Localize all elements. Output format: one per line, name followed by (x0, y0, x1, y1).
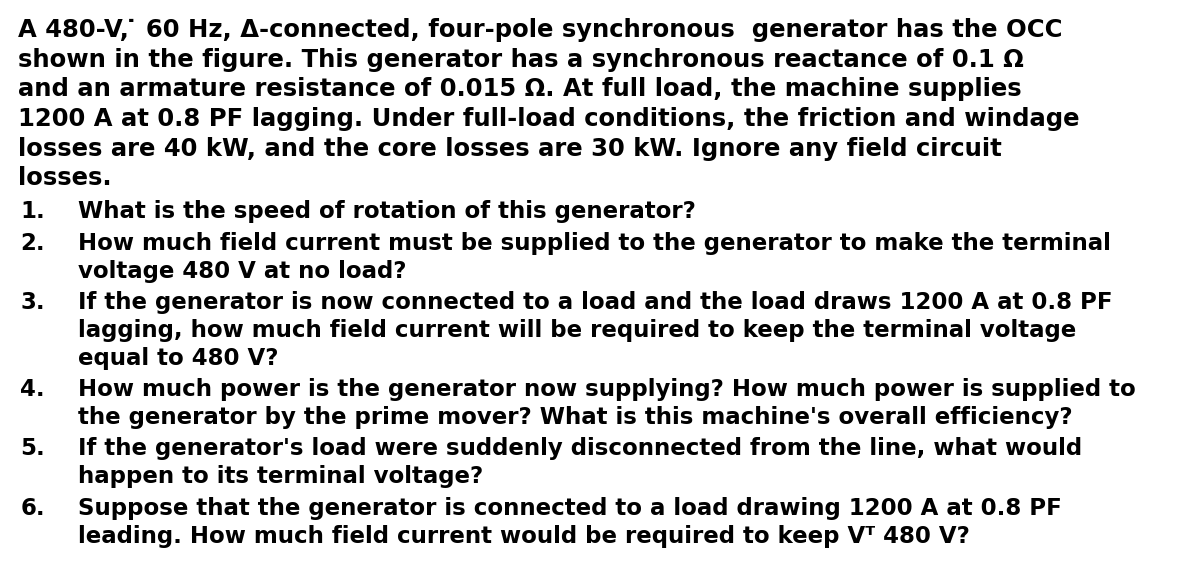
Text: 1200 A at 0.8 PF lagging. Under full-load conditions, the friction and windage: 1200 A at 0.8 PF lagging. Under full-loa… (18, 107, 1080, 131)
Text: 4.: 4. (20, 378, 46, 401)
Text: 1.: 1. (20, 200, 46, 224)
Text: 2.: 2. (20, 232, 46, 255)
Text: Suppose that the generator is connected to a load drawing 1200 A at 0.8 PF: Suppose that the generator is connected … (78, 497, 1062, 519)
Text: shown in the figure. This generator has a synchronous reactance of 0.1 Ω: shown in the figure. This generator has … (18, 48, 1024, 72)
Text: and an armature resistance of 0.015 Ω. At full load, the machine supplies: and an armature resistance of 0.015 Ω. A… (18, 77, 1021, 102)
Text: If the generator's load were suddenly disconnected from the line, what would: If the generator's load were suddenly di… (78, 437, 1082, 460)
Text: lagging, how much field current will be required to keep the terminal voltage: lagging, how much field current will be … (78, 319, 1076, 342)
Text: the generator by the prime mover? What is this machine's overall efficiency?: the generator by the prime mover? What i… (78, 406, 1073, 429)
Text: 5.: 5. (20, 437, 46, 460)
Text: losses are 40 kW, and the core losses are 30 kW. Ignore any field circuit: losses are 40 kW, and the core losses ar… (18, 137, 1002, 161)
Text: equal to 480 V?: equal to 480 V? (78, 347, 278, 370)
Text: What is the speed of rotation of this generator?: What is the speed of rotation of this ge… (78, 200, 696, 224)
Text: 3.: 3. (20, 291, 46, 314)
Text: voltage 480 V at no load?: voltage 480 V at no load? (78, 259, 407, 282)
Text: How much power is the generator now supplying? How much power is supplied to: How much power is the generator now supp… (78, 378, 1135, 401)
Text: How much field current must be supplied to the generator to make the terminal: How much field current must be supplied … (78, 232, 1111, 255)
Text: A 480-V, ̇ 60 Hz, Δ-connected, four-pole synchronous  generator has the OCC: A 480-V, ̇ 60 Hz, Δ-connected, four-pole… (18, 18, 1062, 42)
Text: 6.: 6. (20, 497, 46, 519)
Text: losses.: losses. (18, 166, 112, 190)
Text: happen to its terminal voltage?: happen to its terminal voltage? (78, 465, 484, 488)
Text: leading. How much field current would be required to keep Vᵀ 480 V?: leading. How much field current would be… (78, 525, 970, 548)
Text: If the generator is now connected to a load and the load draws 1200 A at 0.8 PF: If the generator is now connected to a l… (78, 291, 1112, 314)
